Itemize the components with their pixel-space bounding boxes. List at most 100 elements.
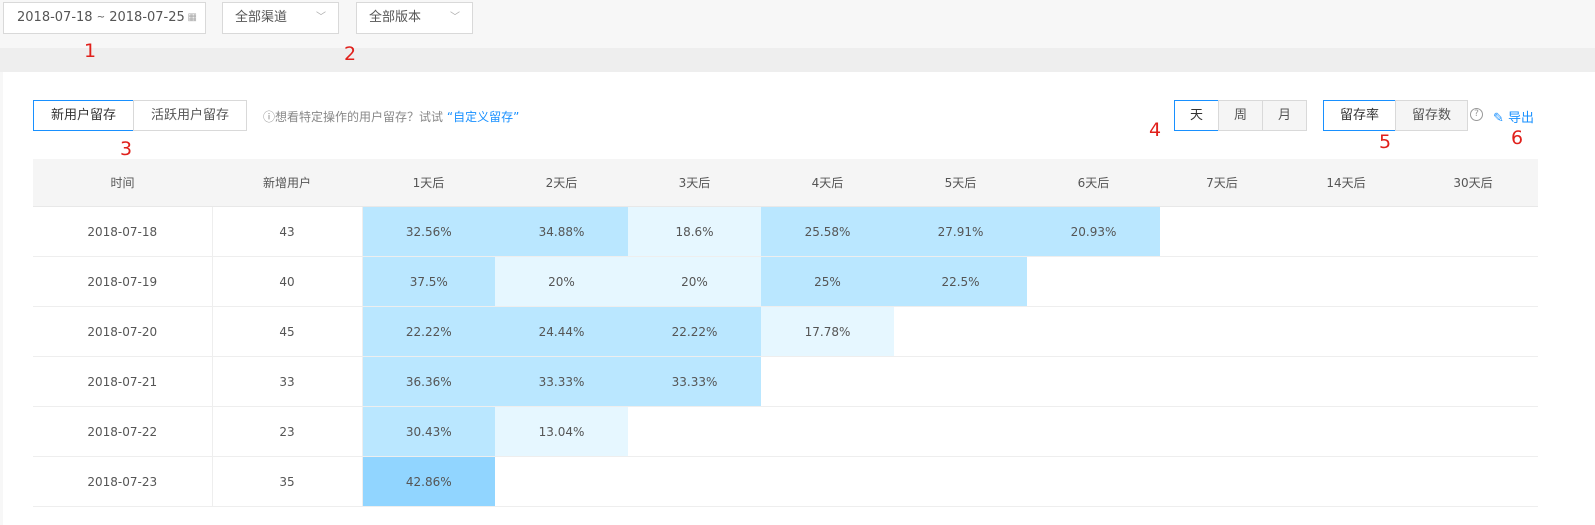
column-header: 2天后 — [495, 159, 628, 207]
chevron: ﹀ — [316, 12, 326, 23]
retention-cell: 25.58% — [761, 206, 894, 257]
date-end: 2018-07-25 — [109, 10, 185, 25]
export-text: 导出 — [1508, 111, 1535, 126]
retention-table: 时间 新增用户 1天后 2天后 3天后 4天后 5天后 6天后 7天后 14天后 30天后 2018… — [33, 159, 1538, 507]
retention-cell: 37.5% — [362, 256, 495, 307]
column-header: 3天后 — [628, 159, 761, 207]
annotation: 4 — [1149, 119, 1162, 141]
hint: ⓘ想看特定操作的用户留存？试试 “自定义留存” — [263, 108, 519, 125]
retention-cell: 25% — [761, 256, 894, 307]
new-users-cell: 33 — [211, 356, 363, 407]
new-users-cell: 43 — [211, 206, 363, 257]
empty-cell — [1027, 306, 1160, 357]
empty-cell — [628, 456, 761, 507]
tab[interactable]: 新用户留存 — [33, 100, 134, 131]
column-header: 新增用户 — [212, 159, 362, 207]
table-row: 2018-07-22 23 30.43% 13.04% — [33, 406, 1538, 457]
empty-cell — [894, 456, 1027, 507]
empty-cell — [1160, 456, 1284, 507]
column-header: 6天后 — [1027, 159, 1160, 207]
column-header: 7天后 — [1160, 159, 1284, 207]
calendar-icon: ▦ — [187, 12, 197, 23]
retention-cell: 13.04% — [495, 406, 628, 457]
empty-cell — [1160, 406, 1284, 457]
empty-cell — [1284, 456, 1408, 507]
channel-select[interactable]: 全部渠道 ﹀ — [222, 2, 339, 34]
new-users-cell: 35 — [211, 456, 363, 507]
retention-cell: 32.56% — [362, 206, 495, 257]
hint-text: 想看特定操作的用户留存？试试 — [275, 110, 444, 124]
annotation: 3 — [120, 138, 133, 160]
annotation: 2 — [344, 43, 357, 65]
info-icon: ⓘ — [263, 110, 276, 124]
empty-cell — [894, 356, 1027, 407]
export-button[interactable]: ✎ 导出 — [1493, 107, 1534, 126]
empty-cell — [1160, 356, 1284, 407]
empty-cell — [761, 356, 894, 407]
metric-button[interactable]: 留存数 — [1395, 100, 1468, 131]
column-header: 30天后 — [1408, 159, 1538, 207]
header-row: 时间 新增用户 1天后 2天后 3天后 4天后 5天后 6天后 7天后 14天后 30天后 — [33, 159, 1538, 207]
column-header: 14天后 — [1284, 159, 1408, 207]
empty-cell — [1408, 256, 1538, 307]
empty-cell — [1284, 206, 1408, 257]
retention-cell: 18.6% — [628, 206, 761, 257]
export-icon: ✎ — [1493, 111, 1504, 126]
metric-button[interactable]: 留存率 — [1323, 100, 1396, 131]
retention-cell: 22.22% — [628, 306, 761, 357]
empty-cell — [1027, 406, 1160, 457]
retention-cell: 33.33% — [628, 356, 761, 407]
table-row: 2018-07-20 45 22.22% 24.44% 22.22% 17.78% — [33, 306, 1538, 357]
column-header: 5天后 — [894, 159, 1027, 207]
date-cell: 2018-07-20 — [33, 306, 212, 357]
empty-cell — [1160, 256, 1284, 307]
empty-cell — [1284, 306, 1408, 357]
empty-cell — [1408, 306, 1538, 357]
retention-cell: 17.78% — [761, 306, 894, 357]
version-text: 全部版本 — [369, 10, 422, 25]
period-button[interactable]: 天 — [1174, 100, 1219, 131]
retention-cell: 22.22% — [362, 306, 495, 357]
empty-cell — [495, 456, 628, 507]
empty-cell — [1160, 306, 1284, 357]
period-button[interactable]: 月 — [1262, 100, 1307, 131]
retention-cell: 22.5% — [894, 256, 1027, 307]
empty-cell — [894, 306, 1027, 357]
date-cell: 2018-07-18 — [33, 206, 212, 257]
table-row: 2018-07-23 35 42.86% — [33, 456, 1538, 507]
empty-cell — [761, 406, 894, 457]
empty-cell — [1408, 206, 1538, 257]
empty-cell — [1284, 406, 1408, 457]
date-picker[interactable]: 2018-07-18 ~ 2018-07-25 ▦ — [3, 2, 206, 34]
empty-cell — [1284, 356, 1408, 407]
annotation: 6 — [1511, 127, 1524, 149]
empty-cell — [1408, 406, 1538, 457]
table-row: 2018-07-21 33 36.36% 33.33% 33.33% — [33, 356, 1538, 407]
date-cell: 2018-07-23 — [33, 456, 212, 507]
column-header: 时间 — [33, 159, 212, 207]
new-users-cell: 45 — [211, 306, 363, 357]
version-select[interactable]: 全部版本 ﹀ — [356, 2, 473, 34]
new-users-cell: 23 — [211, 406, 363, 457]
hint-link[interactable]: “自定义留存” — [446, 110, 520, 124]
period-button[interactable]: 周 — [1218, 100, 1263, 131]
channel-text: 全部渠道 — [235, 10, 288, 25]
empty-cell — [761, 456, 894, 507]
column-header: 1天后 — [362, 159, 495, 207]
empty-cell — [1160, 206, 1284, 257]
empty-cell — [1408, 356, 1538, 407]
annotation: 1 — [84, 40, 97, 62]
retention-cell: 20.93% — [1027, 206, 1160, 257]
empty-cell — [1027, 456, 1160, 507]
tab[interactable]: 活跃用户留存 — [133, 100, 247, 131]
new-users-cell: 40 — [211, 256, 363, 307]
empty-cell — [1027, 256, 1160, 307]
help-icon[interactable]: ? — [1470, 108, 1483, 121]
column-header: 4天后 — [761, 159, 894, 207]
annotation: 5 — [1379, 131, 1392, 153]
date-cell: 2018-07-22 — [33, 406, 212, 457]
date-separator: ~ — [96, 12, 106, 23]
table-row: 2018-07-19 40 37.5% 20% 20% 25% 22.5% — [33, 256, 1538, 307]
date-start: 2018-07-18 — [17, 10, 93, 25]
empty-cell — [1027, 356, 1160, 407]
